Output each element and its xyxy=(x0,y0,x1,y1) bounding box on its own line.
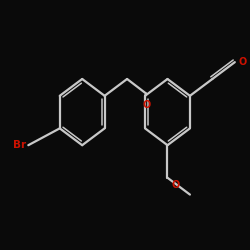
Text: O: O xyxy=(172,180,180,190)
Text: O: O xyxy=(238,57,246,67)
Text: Br: Br xyxy=(13,140,26,150)
Text: O: O xyxy=(142,100,150,110)
